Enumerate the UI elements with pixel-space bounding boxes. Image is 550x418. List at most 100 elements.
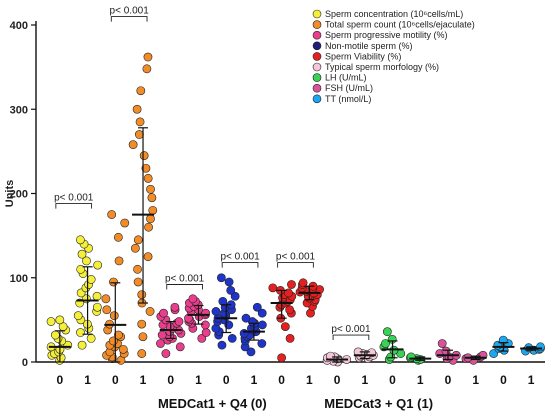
- p-value-bracket: p< 0.001: [165, 273, 205, 290]
- data-point: [137, 319, 147, 329]
- data-point: [136, 86, 146, 96]
- legend-label: Sperm Viability (%): [325, 51, 401, 61]
- data-point: [277, 353, 287, 363]
- x-category-label: 1: [84, 373, 91, 387]
- data-point: [92, 302, 102, 312]
- legend-item: Typical sperm morfology (%): [312, 62, 439, 72]
- bracket-line: [221, 262, 259, 268]
- x-category-label: 0: [500, 373, 507, 387]
- data-point: [77, 340, 87, 350]
- data-point: [285, 334, 295, 343]
- x-category-label: 1: [306, 373, 313, 387]
- legend-marker: [312, 20, 322, 29]
- legend-marker: [312, 41, 322, 51]
- data-point: [86, 334, 96, 343]
- significance-annotations: p< 0.001 p< 0.001 p< 0.001 p< 0.001 p< 0.001…: [54, 6, 371, 341]
- data-point: [147, 193, 157, 203]
- legend-item: Sperm concentration (10⁶cells/mL): [312, 9, 463, 19]
- data-point: [101, 294, 111, 304]
- data-point: [226, 285, 236, 295]
- data-point: [75, 235, 85, 245]
- p-value-bracket: p< 0.001: [110, 6, 149, 22]
- data-point: [139, 151, 149, 160]
- x-category-label: 0: [389, 373, 396, 387]
- data-point: [107, 210, 117, 219]
- legend-item: Total sperm count (10⁶cells/ejaculate): [312, 20, 475, 30]
- data-point: [287, 280, 296, 289]
- legend-item: Non-motile sperm (%): [312, 41, 413, 51]
- data-point: [257, 308, 267, 318]
- data-point: [137, 290, 147, 299]
- legend-marker: [312, 83, 322, 93]
- x-category-label: 0: [278, 373, 285, 387]
- data-point: [73, 311, 83, 321]
- x-category-labels: 0 1 0 1 0 1 0 1 0 1 0 1 0 1 0 1 0 1: [57, 373, 535, 387]
- legend-label: TT (nmol/L): [325, 94, 371, 104]
- x-category-label: 0: [445, 373, 452, 387]
- data-point: [201, 308, 211, 318]
- data-point: [55, 315, 65, 325]
- data-point: [82, 256, 91, 266]
- data-point: [76, 328, 85, 337]
- data-point: [143, 52, 153, 62]
- data-point: [86, 275, 96, 284]
- data-point: [298, 278, 308, 288]
- data-point: [138, 332, 148, 342]
- x-category-label: 0: [223, 373, 230, 387]
- legend: Sperm concentration (10⁶cells/mL)Total s…: [312, 9, 475, 104]
- data-point: [144, 222, 153, 232]
- bracket-line: [110, 16, 148, 22]
- legend-label: LH (U/mL): [325, 73, 367, 83]
- data-point: [113, 232, 123, 242]
- data-points: [46, 52, 545, 367]
- x-category-label: 0: [167, 373, 174, 387]
- data-point: [143, 252, 153, 262]
- data-point: [141, 163, 151, 173]
- data-point: [252, 302, 262, 312]
- x-category-label: 1: [195, 373, 202, 387]
- legend-marker: [312, 9, 322, 19]
- data-point: [146, 214, 155, 224]
- data-point: [268, 283, 278, 293]
- data-point: [441, 346, 451, 356]
- legend-label: Non-motile sperm (%): [325, 41, 413, 51]
- bracket-line: [166, 284, 203, 290]
- data-point: [130, 243, 140, 253]
- data-point: [170, 302, 180, 312]
- legend-marker: [312, 62, 322, 72]
- data-point: [188, 294, 198, 304]
- data-point: [285, 305, 295, 315]
- x-category-label: 1: [528, 373, 535, 387]
- x-category-label: 1: [140, 373, 147, 387]
- data-point: [224, 277, 234, 287]
- p-value-label: p< 0.001: [331, 324, 371, 335]
- legend-label: FSH (U/mL): [325, 83, 373, 93]
- data-point: [143, 173, 153, 183]
- data-point: [133, 235, 143, 245]
- data-point: [156, 339, 165, 348]
- p-value-bracket: p< 0.001: [54, 193, 94, 209]
- x-category-label: 1: [417, 373, 424, 387]
- p-value-label: p< 0.001: [276, 252, 316, 263]
- legend-marker: [312, 94, 322, 104]
- data-point: [120, 218, 130, 228]
- data-point: [257, 339, 267, 348]
- data-point: [159, 308, 168, 318]
- bracket-line: [277, 262, 314, 268]
- data-point: [218, 296, 228, 306]
- data-point: [114, 330, 123, 340]
- data-point: [50, 330, 60, 340]
- data-point: [109, 277, 118, 287]
- data-point: [133, 264, 142, 274]
- y-axis-label: Units: [4, 180, 16, 208]
- group-label-medcat3: MEDCat3 + Q1 (1): [324, 396, 433, 411]
- legend-item: Sperm Viability (%): [312, 51, 401, 61]
- data-point: [280, 322, 290, 332]
- data-point: [92, 291, 102, 301]
- data-point: [102, 305, 112, 315]
- data-point: [216, 273, 226, 283]
- data-point: [118, 344, 128, 354]
- p-value-bracket: p< 0.001: [331, 324, 371, 341]
- data-point: [175, 342, 185, 352]
- p-value-label: p< 0.001: [165, 273, 205, 284]
